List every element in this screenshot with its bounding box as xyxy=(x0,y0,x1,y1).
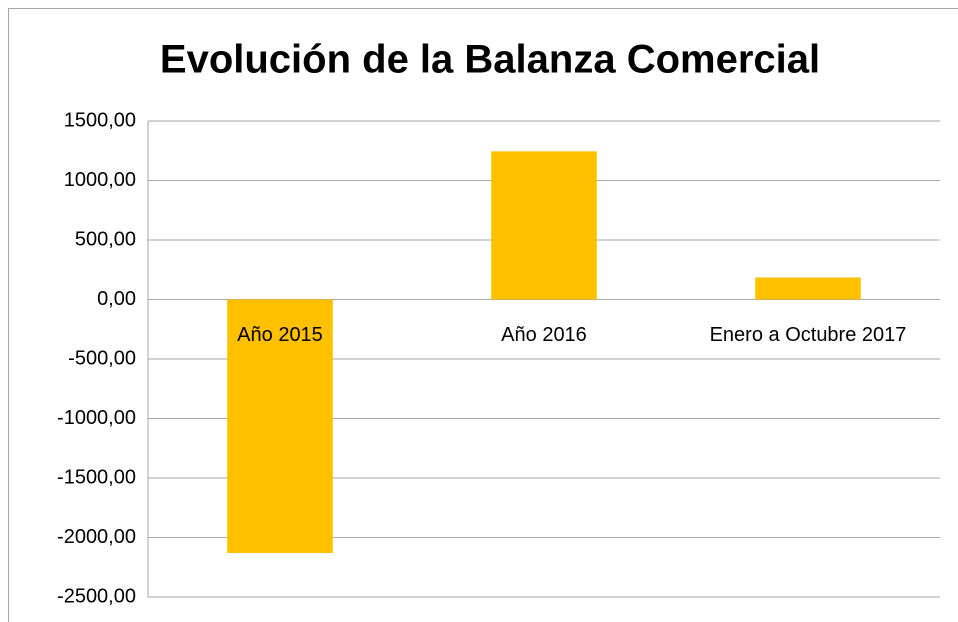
chart-border xyxy=(8,8,958,622)
y-tick-label: 500,00 xyxy=(75,228,136,250)
bar xyxy=(491,151,597,300)
y-tick-label: 0,00 xyxy=(97,288,136,310)
x-tick-label: Año 2016 xyxy=(501,324,587,346)
bar xyxy=(227,299,333,553)
y-tick-label: 1500,00 xyxy=(64,109,136,131)
y-tick-label: -1500,00 xyxy=(57,466,136,488)
y-tick-label: -500,00 xyxy=(68,347,136,369)
bar xyxy=(755,277,861,300)
x-tick-label: Enero a Octubre 2017 xyxy=(710,324,907,346)
y-tick-label: -1000,00 xyxy=(57,407,136,429)
x-tick-label: Año 2015 xyxy=(237,324,323,346)
y-tick-label: -2500,00 xyxy=(57,585,136,607)
chart-title: Evolución de la Balanza Comercial xyxy=(160,38,820,82)
y-tick-label: -2000,00 xyxy=(57,526,136,548)
y-tick-label: 1000,00 xyxy=(64,169,136,191)
